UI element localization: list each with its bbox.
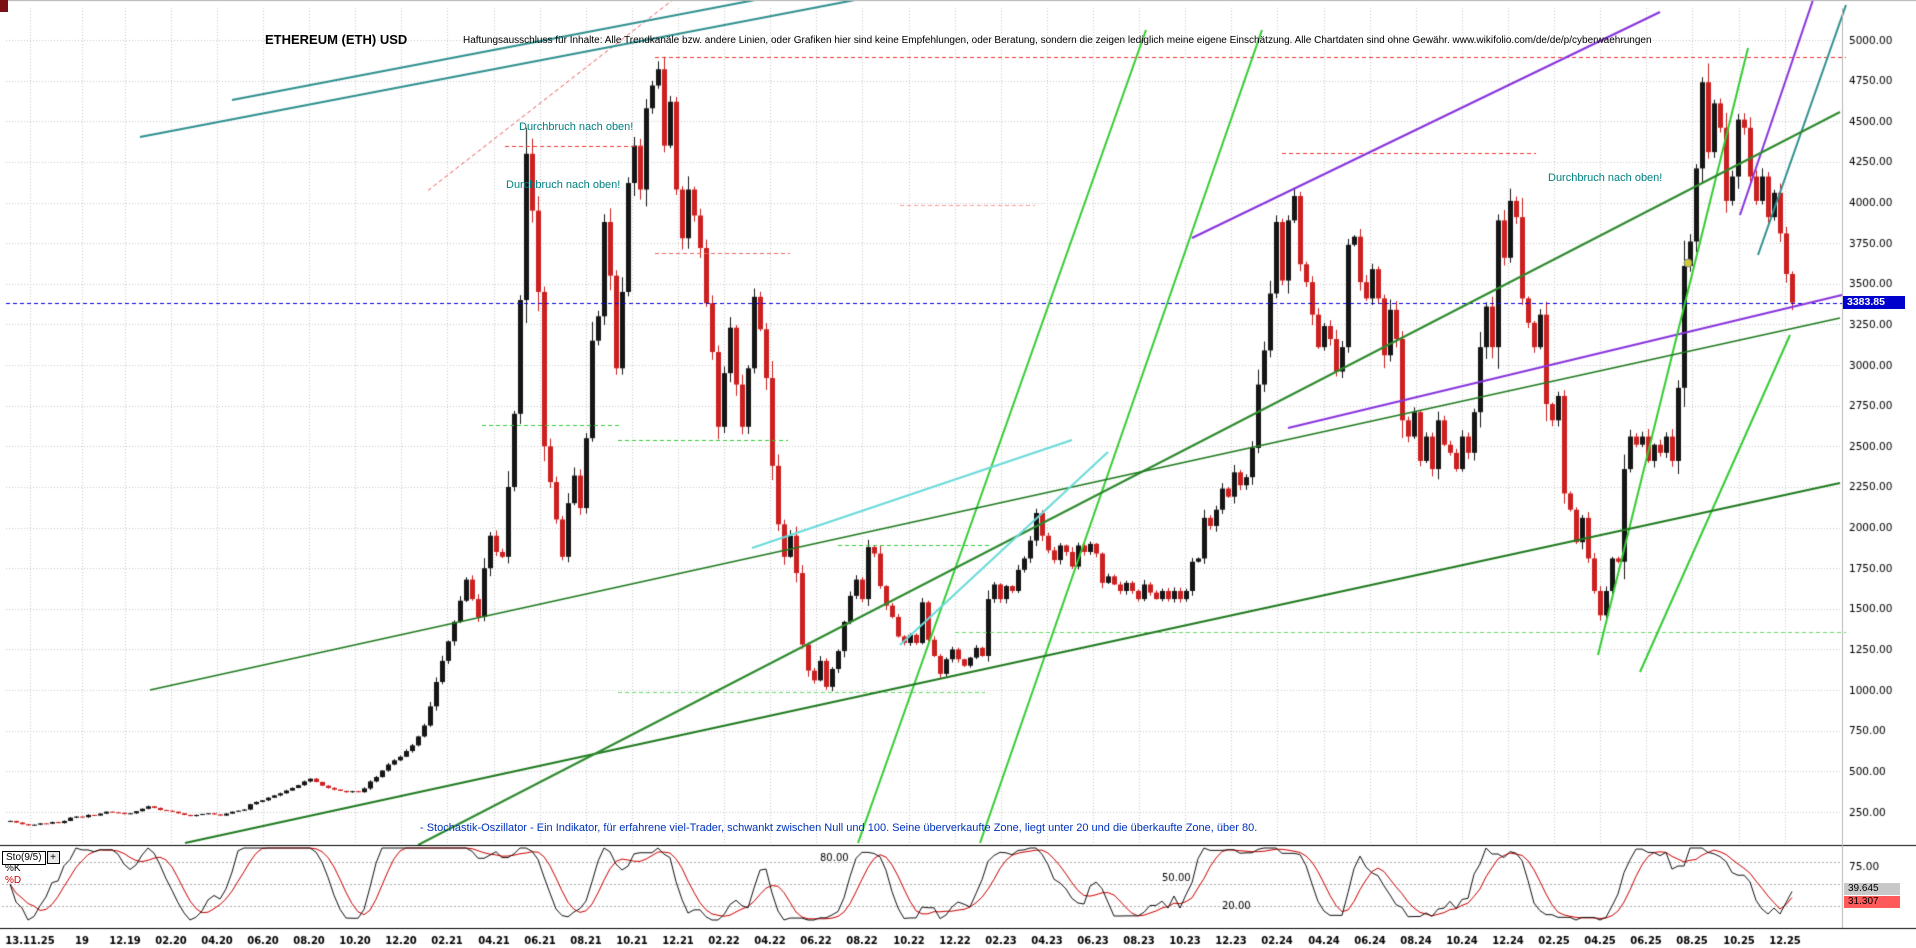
disclaimer-text: Haftungsausschluss für Inhalte: Alle Tre…	[463, 35, 1652, 46]
percent-k-value-badge: 39.645	[1844, 883, 1900, 895]
percent-d-value-badge: 31.307	[1844, 896, 1900, 908]
oscillator-header: Sto(9/5) +	[2, 847, 60, 865]
stochastic-indicator-label[interactable]: Sto(9/5)	[2, 851, 46, 865]
breakout-annotation-1: Durchbruch nach oben!	[519, 121, 634, 133]
page-title: ETHEREUM (ETH) USD	[265, 32, 408, 47]
breakout-annotation-2: Durchbruch nach oben!	[506, 179, 621, 191]
percent-d-label: %D	[5, 875, 22, 886]
oscillator-description: - Stochastik-Oszillator - Ein Indikator,…	[420, 822, 1258, 834]
add-indicator-button[interactable]: +	[46, 851, 60, 864]
percent-k-label: %K	[5, 863, 21, 874]
breakout-annotation-3: Durchbruch nach oben!	[1548, 172, 1663, 184]
window-corner-mark	[0, 0, 8, 12]
current-price-badge: 3383.85	[1843, 296, 1905, 309]
